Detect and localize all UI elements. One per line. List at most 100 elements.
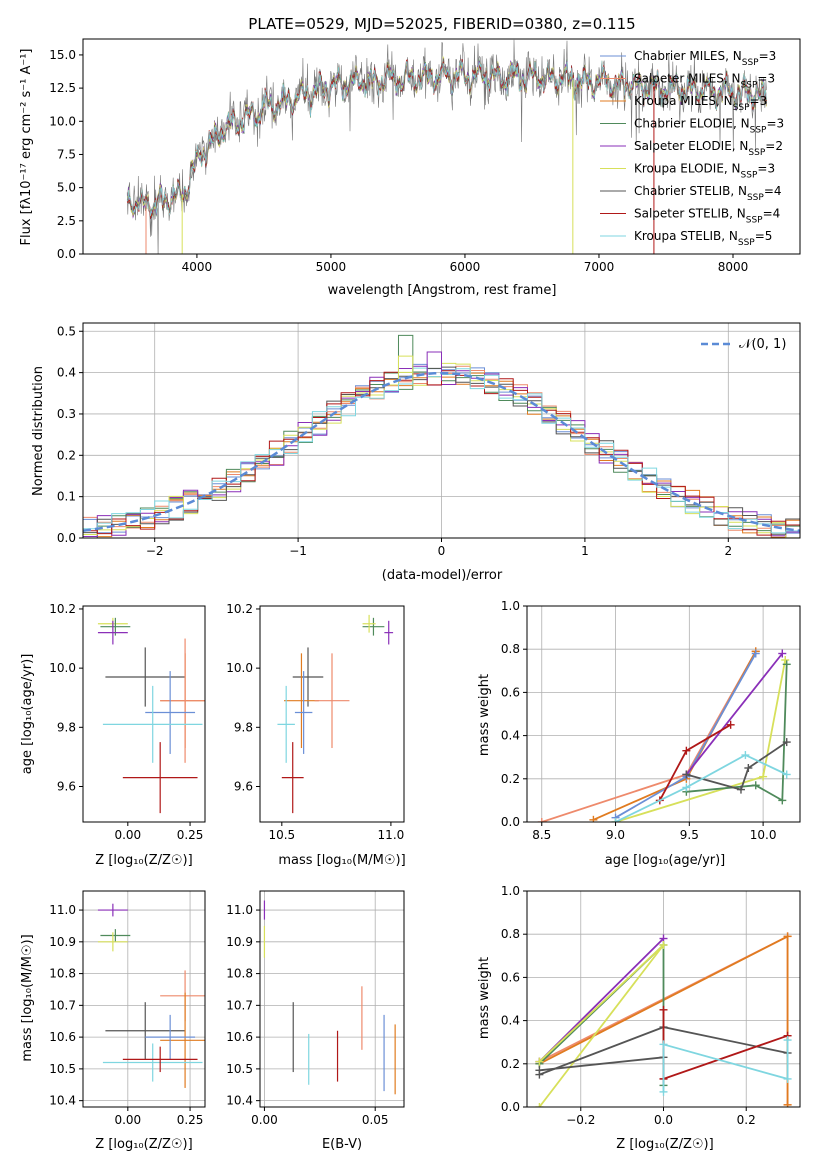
x-tick-label: 10.0 (750, 828, 777, 842)
plot-content (126, 39, 767, 254)
x-tick-label: 11.0 (378, 828, 405, 842)
x-tick-label: 9.0 (606, 828, 625, 842)
age-vs-metallicity-plot-area: 0.00 0.25 9.6 9.8 10.0 10.2 (49, 602, 206, 842)
y-tick-label: 0.2 (501, 772, 520, 786)
legend-subscript: SSP (747, 193, 764, 203)
residual-peak-bin (397, 334, 414, 381)
y-tick-label: 11.0 (226, 903, 253, 917)
weight-series-line (685, 652, 784, 776)
spectrum-title: PLATE=0529, MJD=52025, FIBERID=0380, z=0… (248, 15, 635, 33)
y-tick-label: 0.2 (501, 1057, 520, 1071)
legend-subscript: SSP (733, 103, 750, 113)
x-tick-label: −1 (289, 544, 307, 558)
y-tick-label: 10.2 (226, 602, 253, 616)
y-tick-label: 10.5 (226, 1062, 253, 1076)
x-tick-label: 0.25 (177, 1113, 204, 1127)
y-tick-label: 10.9 (226, 935, 253, 949)
y-tick-label: 0.2 (57, 448, 76, 462)
mass-vs-ebv-plot-area: 0.00 0.05 10.4 10.5 10.6 10.7 10.8 10.9 11.0 (226, 890, 405, 1127)
y-tick-label: 0.4 (501, 1014, 520, 1028)
gaussian-legend: 𝒩(0, 1) (701, 337, 786, 352)
plot-content (537, 647, 791, 822)
y-tick-label: 1.0 (501, 599, 520, 613)
y-tick-label: 9.8 (57, 720, 76, 734)
legend-label-rest: =3 (750, 94, 768, 108)
legend-label: Kroupa STELIB, NSSP=5 (634, 229, 772, 248)
x-tick-label: 0 (438, 544, 446, 558)
y-tick-label: 0.0 (57, 531, 76, 545)
y-tick-label: 9.6 (57, 779, 76, 793)
age-vs-metallicity-ylabel: age [log₁₀(age/yr)] (20, 654, 35, 775)
x-tick-label: 8.5 (532, 828, 551, 842)
axes-frame (82, 38, 801, 255)
plot-content (97, 903, 205, 1088)
y-tick-label: 0.1 (57, 490, 76, 504)
y-tick-label: 0.8 (501, 927, 520, 941)
y-tick-label: 2.5 (57, 214, 76, 228)
legend-label: Chabrier MILES, NSSP=3 (634, 49, 776, 68)
age-vs-metallicity-xlabel: Z [log₁₀(Z/Z☉)] (95, 853, 192, 868)
x-tick-label: 7000 (584, 260, 615, 274)
x-tick-label: 9.5 (680, 828, 699, 842)
mass-vs-metallicity-ylabel: mass [log₁₀(M/M☉)] (20, 934, 35, 1061)
plot-content (535, 932, 792, 1107)
gaussian-legend-label: 𝒩(0, 1) (739, 337, 786, 352)
age-vs-mass-xlabel: mass [log₁₀(M/M☉)] (278, 853, 405, 868)
x-tick-label: −2 (146, 544, 164, 558)
weight-vs-age-plot-area: 8.5 9.0 9.5 10.0 0.0 0.2 0.4 0.6 0.8 1.0 (501, 599, 801, 842)
plot-content (97, 617, 205, 814)
x-tick-label: 0.00 (114, 828, 141, 842)
age-vs-mass-plot-area: 10.5 11.0 9.6 9.8 10.0 10.2 (226, 602, 405, 842)
legend-label-rest: =3 (766, 117, 784, 131)
y-tick-label: 0.6 (501, 970, 520, 984)
legend-subscript: SSP (742, 58, 759, 68)
x-tick-label: 0.25 (177, 828, 204, 842)
y-tick-label: 10.0 (49, 661, 76, 675)
mass-vs-ebv-xlabel: E(B-V) (322, 1137, 362, 1152)
weight-series-line (686, 741, 788, 791)
legend-label: Chabrier STELIB, NSSP=4 (634, 184, 782, 203)
mass-vs-ebv-panel: 0.00 0.05 10.4 10.5 10.6 10.7 10.8 10.9 11.0 E(B… (226, 890, 405, 1152)
model-spectrum-line (126, 59, 767, 217)
y-tick-label: 0.3 (57, 407, 76, 421)
y-tick-label: 10.8 (49, 967, 76, 981)
y-tick-label: 0.0 (501, 815, 520, 829)
y-tick-label: 1.0 (501, 884, 520, 898)
weight-vs-age-panel: 8.5 9.0 9.5 10.0 0.0 0.2 0.4 0.6 0.8 1.0 age [log… (477, 599, 801, 868)
y-tick-label: 9.8 (234, 720, 253, 734)
legend-subscript: SSP (738, 238, 755, 248)
legend-label-rest: =2 (765, 139, 783, 153)
y-tick-label: 10.7 (49, 998, 76, 1012)
spectrum-panel: PLATE=0529, MJD=52025, FIBERID=0380, z=0… (19, 15, 801, 298)
mass-vs-metallicity-xlabel: Z [log₁₀(Z/Z☉)] (95, 1137, 192, 1152)
legend-label-rest: =4 (764, 184, 782, 198)
residual-peak-bin (426, 351, 442, 381)
y-tick-label: 10.7 (226, 998, 253, 1012)
weight-vs-metallicity-plot-area: −0.2 0.0 0.2 0.0 0.2 0.4 0.6 0.8 1.0 (501, 884, 801, 1127)
legend-subscript: SSP (748, 148, 765, 158)
residuals-panel: −2 −1 0 1 2 0.0 0.1 0.2 0.3 0.4 0.5 (data-model)/e… (31, 322, 801, 583)
legend-label-rest: =5 (755, 229, 773, 243)
y-tick-label: 0.0 (57, 247, 76, 261)
axes-frame (526, 605, 801, 823)
weight-vs-metallicity-xlabel: Z [log₁₀(Z/Z☉)] (616, 1137, 713, 1152)
y-tick-label: 10.6 (49, 1030, 76, 1044)
spectrum-ylabel: Flux [fλ10⁻¹⁷ erg cm⁻² s⁻¹ A⁻¹] (19, 49, 34, 246)
axes-frame (259, 605, 405, 823)
y-tick-label: 10.8 (226, 967, 253, 981)
y-tick-label: 9.6 (234, 779, 253, 793)
y-tick-label: 0.4 (57, 366, 76, 380)
x-tick-label: 6000 (450, 260, 481, 274)
x-tick-label: 0.0 (654, 1113, 673, 1127)
weight-series-line (662, 1040, 789, 1092)
plot-content (83, 334, 800, 538)
legend-subscript: SSP (750, 126, 767, 136)
weight-vs-age-xlabel: age [log₁₀(age/yr)] (605, 853, 726, 868)
y-tick-label: 0.5 (57, 324, 76, 338)
age-vs-mass-panel: 10.5 11.0 9.6 9.8 10.0 10.2 mass [log₁₀(M/M☉)… (226, 602, 405, 868)
spectrum-plot-area: 4000 5000 6000 7000 8000 0.0 2.5 5.0 7.5 10.0 12.5… (49, 38, 801, 274)
y-tick-label: 12.5 (49, 81, 76, 95)
y-tick-label: 10.0 (226, 661, 253, 675)
legend-label-rest: =3 (757, 162, 775, 176)
x-tick-label: 5000 (316, 260, 347, 274)
